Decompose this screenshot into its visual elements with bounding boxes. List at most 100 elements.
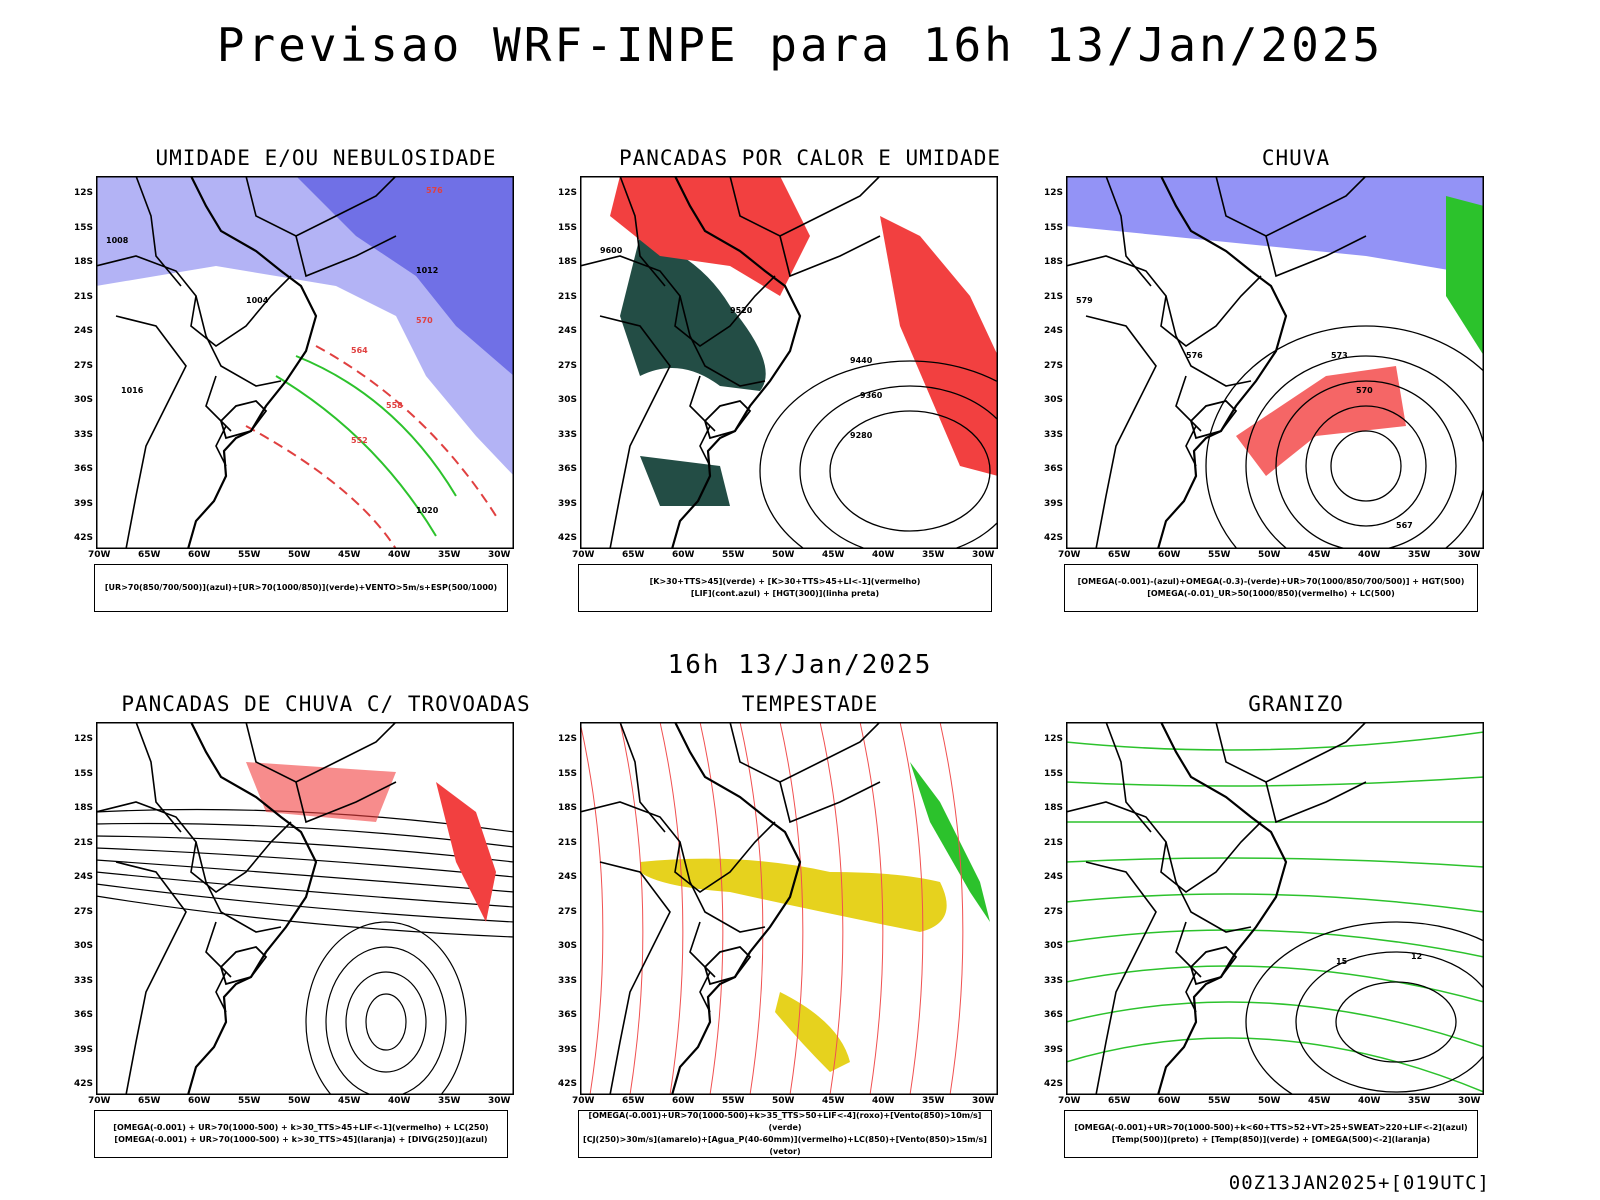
contour-label: 570 [416,316,433,325]
lat-tick-label: 24S [558,872,578,882]
lon-tick-label: 55W [238,1096,261,1106]
lat-tick-label: 15S [558,768,578,779]
lat-tick-label: 39S [74,1044,94,1055]
page-title: Previsao WRF-INPE para 16h 13/Jan/2025 [216,18,1384,72]
lat-tick-label: 18S [74,803,94,813]
country-border [205,921,232,978]
lon-tick-label: 45W [1308,550,1331,560]
lon-tick-label: 35W [922,550,945,560]
panel-title: TEMPESTADE [741,692,879,716]
contour-label: 1008 [106,236,129,245]
lat-tick-label: 27S [74,906,94,917]
lat-tick-label: 33S [1044,975,1064,986]
country-border [679,295,766,387]
country-border [1066,801,1262,893]
red-dashed-contour [245,425,397,549]
lon-tick-label: 70W [1058,1096,1081,1106]
country-border [580,255,776,347]
lc850-streamline [739,722,764,1095]
lat-tick-label: 27S [74,360,94,371]
lon-tick-label: 55W [1208,1096,1231,1106]
country-border [1215,176,1367,237]
hgt300-contour [759,360,998,549]
lon-tick-label: 35W [438,1096,461,1106]
legend-box: [OMEGA(-0.001) + UR>70(1000-500) + k>30_… [94,1110,508,1158]
forecast-map [96,722,514,1095]
temp500-contour [1295,951,1484,1093]
lon-tick-label: 45W [822,1096,845,1106]
panel-title: PANCADAS DE CHUVA C/ TROVOADAS [121,692,531,716]
coastline [186,176,318,549]
lat-tick-label: 18S [558,257,578,267]
contour-label: 558 [386,401,403,410]
country-border [779,781,881,824]
lat-tick-label: 42S [1044,1079,1064,1089]
contour-label: 1012 [416,266,439,275]
lon-tick-label: 55W [722,550,745,560]
contour-label: 9280 [850,431,873,440]
hgt500-contour [1205,325,1484,549]
lat-tick-label: 24S [558,326,578,336]
lat-tick-label: 18S [1044,803,1064,813]
country-border [219,946,268,986]
temp850-contour [1066,1001,1484,1048]
coastline [1156,176,1288,549]
lat-tick-label: 36S [74,1010,94,1020]
streamline [96,871,514,908]
forecast-map [580,176,998,549]
lat-tick-label: 27S [558,360,578,371]
lon-tick-label: 35W [922,1096,945,1106]
map-container [580,722,998,1095]
country-border [135,722,182,833]
lc850-streamline [699,722,724,1095]
temp850-contour [1066,965,1484,1003]
country-border [599,861,671,1095]
lat-tick-label: 39S [558,1044,578,1055]
lat-tick-label: 42S [1044,533,1064,543]
map-container [1066,722,1484,1095]
country-border [703,400,752,440]
map-container [96,176,514,549]
legend-box: [OMEGA(-0.001)+UR>70(1000-500)+k<60+TTS>… [1064,1110,1478,1158]
streamline [96,847,514,878]
lat-tick-label: 30S [558,941,578,951]
lat-tick-label: 15S [1044,768,1064,779]
country-border [96,801,292,893]
omega-field [1066,176,1484,276]
country-border [215,425,227,467]
lat-tick-label: 30S [74,941,94,951]
forecast-map [580,722,998,1095]
country-border [1215,722,1367,783]
coastline [670,722,802,1095]
lat-tick-label: 36S [74,464,94,474]
lon-tick-label: 35W [438,550,461,560]
lat-tick-label: 18S [74,257,94,267]
lon-tick-label: 60W [1158,1096,1181,1106]
convective-field-red [880,216,998,476]
panel-title: PANCADAS POR CALOR E UMIDADE [618,146,1001,170]
forecast-panel: CHUVA 12S 15S 18S 21S 24S 27S 30S 33S 36S 39S 42S 70… [1044,146,1546,646]
lon-tick-label: 60W [672,1096,695,1106]
lat-tick-label: 12S [1044,188,1064,198]
lon-tick-label: 55W [1208,550,1231,560]
lon-tick-label: 40W [872,1096,895,1106]
jet-field [775,992,850,1072]
contour-label: 9520 [730,306,753,315]
lon-tick-label: 65W [622,1096,645,1106]
lon-tick-label: 30W [1458,550,1481,560]
lat-tick-label: 27S [1044,906,1064,917]
contour-label: 552 [351,436,368,445]
country-border [1165,295,1252,387]
lon-tick-label: 35W [1408,550,1431,560]
country-border [1185,971,1197,1013]
lat-tick-label: 24S [1044,326,1064,336]
lat-tick-label: 30S [1044,941,1064,951]
valid-time-label: 16h 13/Jan/2025 [667,650,933,680]
contour-label: 12 [1411,952,1423,961]
forecast-panel: UMIDADE E/OU NEBULOSIDADE 12S 15S 18S 21S 24S… [74,146,576,646]
lat-tick-label: 21S [74,837,94,848]
legend-box: [OMEGA(-0.001)+UR>70(1000-500)+k>35_TTS>… [578,1110,992,1158]
map-container [96,722,514,1095]
lat-tick-label: 42S [74,533,94,543]
temp850-contour [1066,857,1484,868]
